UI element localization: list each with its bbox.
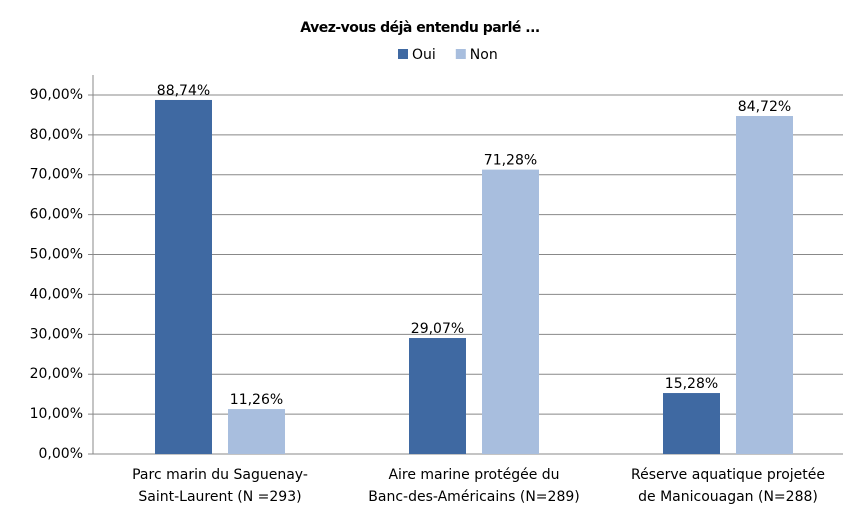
value-label: 84,72%	[738, 99, 791, 115]
legend-label: Oui	[412, 47, 436, 63]
x-tick-label: Parc marin du Saguenay-	[132, 467, 308, 483]
y-tick-label: 70,00%	[30, 167, 83, 183]
bar	[228, 409, 285, 454]
y-tick-label: 30,00%	[30, 326, 83, 342]
value-label: 71,28%	[484, 153, 537, 169]
x-tick-label: Réserve aquatique projetée	[631, 467, 825, 483]
y-tick-label: 80,00%	[30, 127, 83, 143]
value-label: 15,28%	[665, 376, 718, 392]
legend-swatch	[398, 49, 408, 59]
y-tick-label: 40,00%	[30, 286, 83, 302]
y-tick-label: 50,00%	[30, 247, 83, 263]
chart-title: Avez-vous déjà entendu parlé ...	[300, 20, 539, 36]
legend-label: Non	[470, 47, 498, 63]
y-tick-label: 10,00%	[30, 406, 83, 422]
x-tick-label: Aire marine protégée du	[388, 467, 559, 483]
value-label: 88,74%	[157, 83, 210, 99]
bar	[736, 116, 793, 455]
value-label: 11,26%	[230, 392, 283, 408]
bar	[482, 169, 539, 454]
y-tick-label: 60,00%	[30, 207, 83, 223]
value-label: 29,07%	[411, 321, 464, 337]
x-tick-label: Saint-Laurent (N =293)	[138, 489, 301, 505]
x-tick-label: Banc-des-Américains (N=289)	[368, 489, 579, 505]
bar	[155, 99, 212, 454]
y-tick-label: 0,00%	[39, 446, 83, 462]
y-tick-label: 90,00%	[30, 87, 83, 103]
bar	[409, 338, 466, 454]
y-tick-label: 20,00%	[30, 366, 83, 382]
legend-swatch	[455, 49, 466, 59]
bar	[663, 393, 720, 454]
x-tick-label: de Manicouagan (N=288)	[638, 489, 818, 505]
